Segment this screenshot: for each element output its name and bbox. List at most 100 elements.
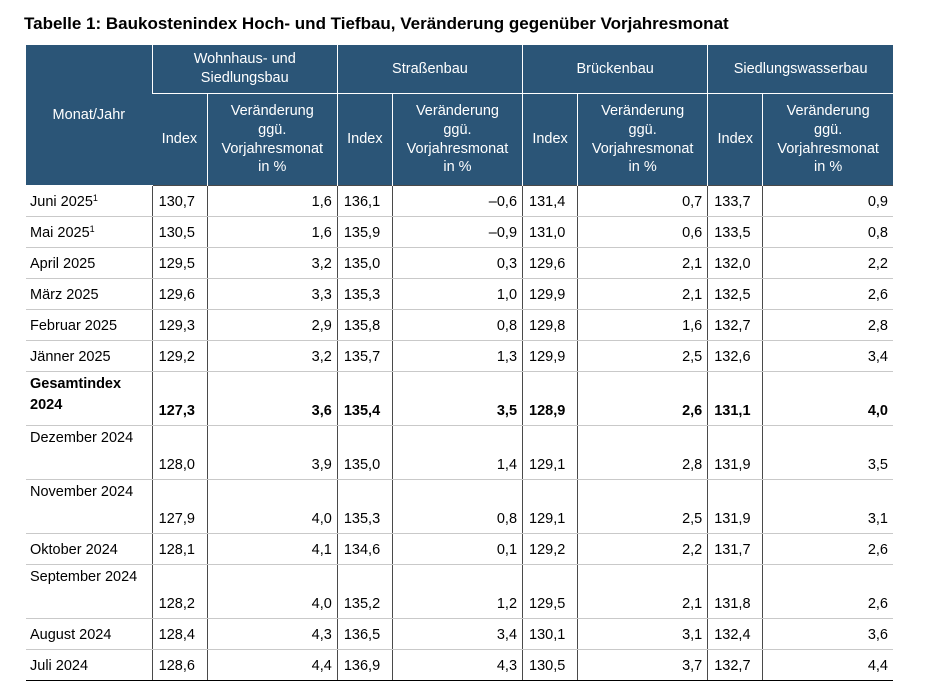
cell-index: 131,7 — [707, 533, 763, 565]
cell-change: 4,4 — [762, 649, 893, 681]
cell-change: 1,6 — [577, 309, 708, 341]
cell-index: 135,4 — [336, 371, 393, 426]
row-label: Mai 20251 — [26, 216, 153, 248]
header-group-brueckenbau: Brückenbau — [522, 45, 708, 94]
table-row: November 2024 127,9 4,0 135,3 0,8 129,1 2,5 131… — [26, 479, 893, 534]
header-change: Veränderung ggü. Vorjahresmonat in % — [391, 93, 523, 186]
header-monat-jahr: Monat/Jahr — [26, 45, 153, 186]
table-row: April 2025 129,5 3,2 135,0 0,3 129,6 2,1 132,0 2… — [26, 247, 893, 279]
cell-index: 135,9 — [336, 216, 393, 248]
cell-index: 129,2 — [522, 533, 578, 565]
baukostenindex-table: Monat/Jahr Wohnhaus- und Siedlungsbau St… — [26, 45, 893, 681]
cell-change: 4,0 — [206, 479, 338, 534]
cell-index: 129,8 — [522, 309, 578, 341]
footnote-marker: 1 — [92, 193, 98, 204]
cell-index: 128,1 — [151, 533, 208, 565]
cell-change: 3,3 — [206, 278, 338, 310]
cell-index: 132,5 — [707, 278, 763, 310]
cell-index: 130,5 — [522, 649, 578, 681]
cell-change: 0,6 — [577, 216, 708, 248]
cell-index: 135,8 — [336, 309, 393, 341]
cell-index: 132,4 — [707, 618, 763, 650]
cell-change: 4,0 — [206, 564, 338, 619]
cell-change: 3,5 — [391, 371, 523, 426]
row-label-text: März 2025 — [30, 287, 99, 304]
cell-change: 0,8 — [391, 479, 523, 534]
cell-change: 2,2 — [762, 247, 893, 279]
cell-change: 0,8 — [391, 309, 523, 341]
cell-index: 133,7 — [707, 185, 763, 217]
cell-index: 129,2 — [151, 340, 208, 372]
cell-index: 129,1 — [522, 479, 578, 534]
cell-index: 135,3 — [336, 278, 393, 310]
header-change: Veränderung ggü. Vorjahresmonat in % — [577, 93, 708, 186]
header-group-wohnhaus: Wohnhaus- und Siedlungsbau — [151, 45, 338, 94]
cell-change: 0,1 — [391, 533, 523, 565]
row-label-text: August 2024 — [30, 627, 112, 644]
cell-change: 4,4 — [206, 649, 338, 681]
table-row: März 2025 129,6 3,3 135,3 1,0 129,9 2,1 132,5 2,… — [26, 278, 893, 310]
cell-change: 1,2 — [391, 564, 523, 619]
cell-change: 2,8 — [762, 309, 893, 341]
cell-change: 2,6 — [762, 533, 893, 565]
cell-change: 3,6 — [206, 371, 338, 426]
row-label: Dezember 2024 — [26, 425, 153, 480]
cell-index: 132,7 — [707, 649, 763, 681]
header-index: Index — [707, 93, 763, 186]
cell-index: 134,6 — [336, 533, 393, 565]
cell-index: 128,9 — [522, 371, 578, 426]
cell-index: 129,1 — [522, 425, 578, 480]
cell-index: 136,1 — [336, 185, 393, 217]
cell-change: 3,6 — [762, 618, 893, 650]
row-label-text: Mai 2025 — [30, 225, 90, 242]
table-title: Tabelle 1: Baukostenindex Hoch- und Tief… — [24, 14, 729, 33]
cell-change: 2,6 — [577, 371, 708, 426]
cell-index: 135,7 — [336, 340, 393, 372]
cell-index: 127,3 — [151, 371, 208, 426]
cell-change: 2,5 — [577, 479, 708, 534]
cell-change: 4,3 — [391, 649, 523, 681]
table-row: Gesamtindex 2024 127,3 3,6 135,4 3,5 128,9 2,6… — [26, 371, 893, 426]
row-label-text: Jänner 2025 — [30, 349, 111, 366]
cell-change: 4,0 — [762, 371, 893, 426]
header-index: Index — [522, 93, 578, 186]
cell-change: 0,3 — [391, 247, 523, 279]
row-label: November 2024 — [26, 479, 153, 534]
header-index: Index — [336, 93, 393, 186]
table-body: Juni 20251 130,7 1,6 136,1 –0,6 131,4 0,7 133,7… — [26, 185, 893, 681]
row-label: Jänner 2025 — [26, 340, 153, 372]
cell-change: –0,6 — [391, 185, 523, 217]
cell-index: 130,7 — [151, 185, 208, 217]
cell-change: 1,4 — [391, 425, 523, 480]
cell-index: 128,0 — [151, 425, 208, 480]
cell-change: 0,7 — [577, 185, 708, 217]
cell-index: 131,1 — [707, 371, 763, 426]
cell-index: 130,1 — [522, 618, 578, 650]
row-label-text: April 2025 — [30, 256, 96, 273]
cell-change: 2,1 — [577, 278, 708, 310]
cell-index: 132,7 — [707, 309, 763, 341]
cell-change: 3,1 — [762, 479, 893, 534]
header-index: Index — [152, 93, 208, 186]
cell-change: 3,1 — [577, 618, 708, 650]
cell-index: 130,5 — [151, 216, 208, 248]
cell-change: 2,2 — [577, 533, 708, 565]
cell-index: 128,2 — [151, 564, 208, 619]
row-label: April 2025 — [26, 247, 153, 279]
cell-change: 1,6 — [206, 185, 338, 217]
cell-index: 136,5 — [336, 618, 393, 650]
cell-index: 131,9 — [707, 479, 763, 534]
cell-index: 131,9 — [707, 425, 763, 480]
cell-index: 131,4 — [522, 185, 578, 217]
cell-index: 127,9 — [151, 479, 208, 534]
row-label-text: Juli 2024 — [30, 658, 89, 675]
row-label: Februar 2025 — [26, 309, 153, 341]
cell-index: 132,0 — [707, 247, 763, 279]
row-label-text: Juni 2025 — [30, 194, 93, 211]
header-group-strassenbau: Straßenbau — [336, 45, 523, 94]
row-label: Oktober 2024 — [26, 533, 153, 565]
row-label-text: Dezember 2024 — [30, 430, 134, 446]
cell-index: 128,6 — [151, 649, 208, 681]
header-group-siedlungswasserbau: Siedlungswasserbau — [707, 45, 893, 94]
row-label-text: Gesamtindex 2024 — [30, 376, 122, 413]
